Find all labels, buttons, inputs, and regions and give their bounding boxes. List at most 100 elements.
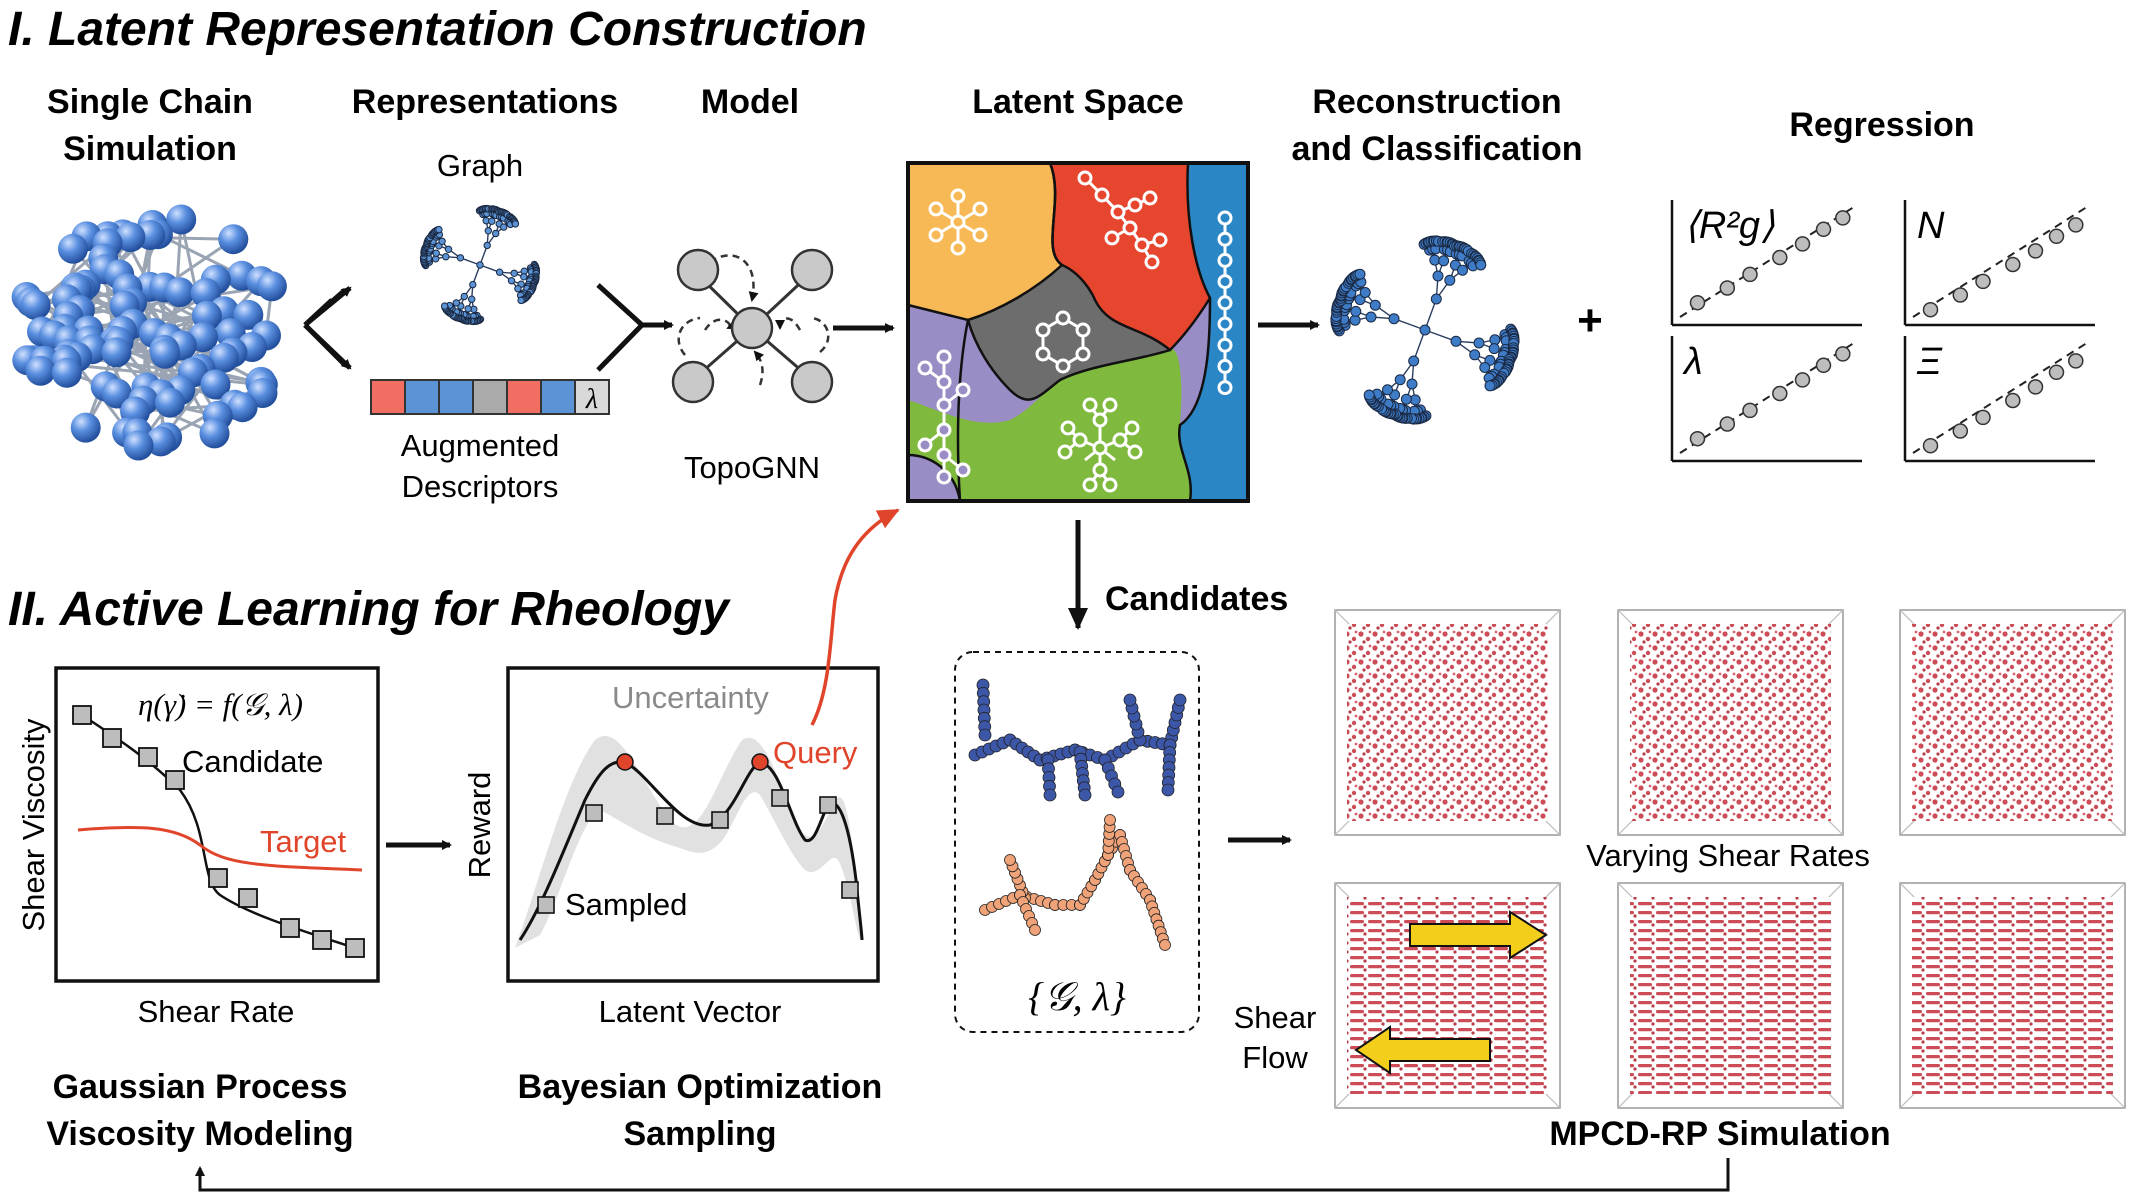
chain-node	[1219, 297, 1231, 309]
chain-bead	[979, 729, 991, 741]
monomer-sphere	[200, 418, 230, 448]
topognn-graph	[673, 250, 832, 402]
tree-node	[1395, 375, 1405, 385]
regression-label: λ	[1682, 341, 1703, 383]
regression-label: ⟨R²g⟩	[1684, 205, 1775, 247]
regression-point	[1773, 251, 1787, 265]
tree-node	[1366, 312, 1376, 322]
bo-sampled-label: Sampled	[565, 887, 687, 922]
tree-node	[445, 246, 451, 252]
tree-node	[1409, 356, 1419, 366]
regression-point	[1691, 296, 1705, 310]
bo-panel: Uncertainty Query Sampled	[508, 668, 878, 981]
header-regression: Regression	[1789, 106, 1974, 144]
bo-sample-square	[772, 790, 788, 806]
bo-sample-square	[538, 897, 554, 913]
monomer-sphere	[101, 337, 131, 367]
gp-sample-square	[139, 748, 157, 766]
tree-node	[493, 230, 499, 236]
tree-node	[521, 274, 527, 280]
tree-node	[1389, 314, 1399, 324]
header-reconstruction-1: Reconstruction	[1312, 83, 1561, 121]
chain-bead	[1105, 815, 1116, 826]
bo-uncertainty-label: Uncertainty	[612, 680, 769, 715]
latent-space-map	[908, 163, 1248, 501]
monomer-sphere	[21, 290, 51, 320]
tree-node	[485, 228, 491, 234]
tree-node	[1474, 338, 1484, 348]
bo-title-2: Sampling	[623, 1115, 776, 1153]
regression-label: N	[1917, 205, 1945, 247]
regression-point	[2029, 244, 2043, 258]
regression-point	[1796, 373, 1810, 387]
augmented-label-2: Descriptors	[402, 469, 559, 504]
header-single-chain-2: Simulation	[63, 130, 237, 168]
tree-node	[1431, 294, 1441, 304]
gp-target-label: Target	[260, 824, 347, 859]
chain-bead	[1044, 789, 1056, 801]
monomer-sphere	[26, 356, 56, 386]
single-chain-cluster	[12, 205, 287, 461]
tree-node	[453, 300, 459, 306]
regression-point	[1773, 387, 1787, 401]
regression-point	[1953, 288, 1967, 302]
regression-point	[1817, 222, 1831, 236]
monomer-sphere	[52, 358, 82, 388]
regression-point	[1976, 410, 1990, 424]
monomer-sphere	[124, 431, 154, 461]
tree-node	[512, 221, 518, 227]
tree-node	[508, 278, 514, 284]
tree-node	[489, 218, 495, 224]
dendrimer-graph-small	[420, 205, 539, 324]
bo-title-1: Bayesian Optimization	[518, 1068, 883, 1106]
tree-node	[1439, 256, 1449, 266]
tree-node	[433, 250, 439, 256]
gp-panel: η(γ̇) = f(𝒢, λ) Candidate Target	[56, 668, 378, 981]
section2-title: II. Active Learning for Rheology	[8, 583, 731, 636]
monomer-sphere	[155, 388, 185, 418]
feedback-loop-arrow	[200, 1158, 1728, 1190]
bo-sample-square	[712, 812, 728, 828]
chain-bead	[1005, 855, 1016, 866]
bo-query-label: Query	[773, 735, 858, 770]
tree-node	[1360, 288, 1370, 298]
chain-node	[1219, 212, 1231, 224]
regression-point	[1817, 358, 1831, 372]
monomer-sphere	[165, 277, 195, 307]
tree-node	[1451, 336, 1461, 346]
regression-point	[2069, 354, 2083, 368]
regression-point	[2006, 394, 2020, 408]
bo-xlabel: Latent Vector	[599, 994, 782, 1029]
candidates-box: {𝒢, λ}	[955, 652, 1199, 1032]
chain-bead	[1160, 940, 1171, 951]
tree-node	[1364, 390, 1374, 400]
tree-node	[470, 281, 476, 287]
bo-ylabel: Reward	[462, 772, 497, 879]
augmented-descriptor-bar: λ	[371, 380, 609, 415]
chain-bead	[1174, 694, 1186, 706]
branch-arrow-bottom	[305, 325, 350, 368]
chain-node	[1219, 276, 1231, 288]
chain-bead	[1030, 925, 1041, 936]
monomer-sphere	[218, 224, 248, 254]
tree-node	[1458, 265, 1468, 275]
regression-point	[2050, 365, 2064, 379]
lambda-cell-label: λ	[585, 384, 598, 415]
tree-node	[515, 286, 521, 292]
tree-node	[518, 297, 524, 303]
tree-node	[443, 254, 449, 260]
bo-sample-square	[586, 805, 602, 821]
regression-point	[1924, 303, 1938, 317]
graph-label: Graph	[437, 148, 523, 183]
shear-flow-label-2: Flow	[1242, 1040, 1308, 1075]
mpcd-title: MPCD-RP Simulation	[1549, 1115, 1890, 1153]
tree-node	[484, 242, 490, 248]
regression-point	[1953, 424, 1967, 438]
regression-point	[1796, 237, 1810, 251]
tree-node	[496, 269, 502, 275]
plus-sign: +	[1577, 296, 1603, 345]
candidates-set-label: {𝒢, λ}	[1028, 974, 1126, 1019]
tree-node	[469, 296, 475, 302]
